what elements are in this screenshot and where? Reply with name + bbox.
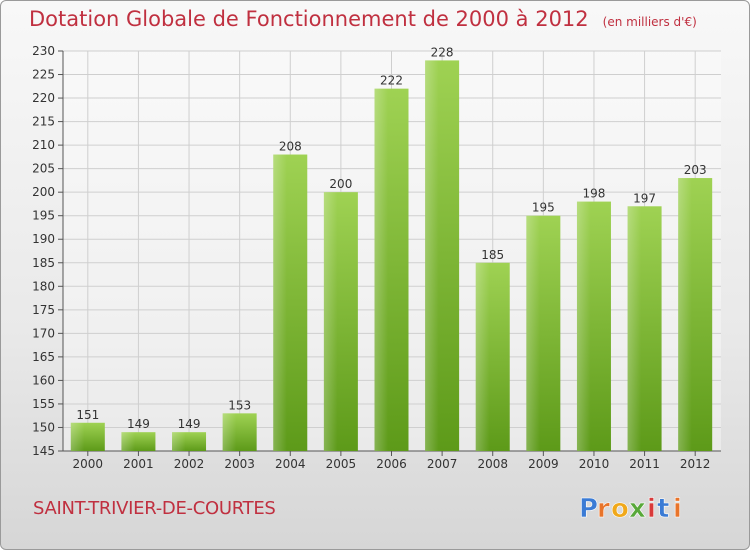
x-tick-label: 2000	[73, 457, 104, 471]
y-tick-label: 210	[32, 138, 55, 152]
y-tick-label: 185	[32, 256, 55, 270]
x-tick-label: 2003	[224, 457, 255, 471]
bar-highlight	[323, 192, 358, 452]
y-tick-label: 180	[32, 279, 55, 293]
x-tick-label: 2001	[123, 457, 154, 471]
bar-highlight	[121, 432, 156, 451]
bar-highlight	[678, 178, 713, 451]
bar-highlight	[526, 215, 561, 451]
commune-name: SAINT-TRIVIER-DE-COURTES	[33, 498, 276, 519]
proxiti-logo: Pr o x i t i	[579, 494, 682, 525]
bar-highlight	[425, 60, 460, 451]
value-label: 198	[583, 187, 606, 201]
bar-highlight	[627, 206, 662, 451]
x-tick-label: 2008	[477, 457, 508, 471]
y-tick-label: 230	[32, 44, 55, 58]
x-tick-label: 2005	[326, 457, 357, 471]
x-tick-label: 2002	[174, 457, 205, 471]
logo-letter: i	[673, 494, 682, 524]
x-tick-label: 2004	[275, 457, 306, 471]
y-tick-label: 170	[32, 326, 55, 340]
value-label: 151	[76, 408, 99, 422]
x-tick-label: 2011	[629, 457, 660, 471]
y-tick-label: 160	[32, 373, 55, 387]
y-tick-label: 215	[32, 115, 55, 129]
y-tick-label: 195	[32, 209, 55, 223]
value-label: 149	[178, 417, 201, 431]
value-label: 200	[329, 177, 352, 191]
y-tick-label: 220	[32, 91, 55, 105]
y-tick-label: 150	[32, 420, 55, 434]
logo-letter: P	[579, 494, 598, 524]
y-tick-label: 225	[32, 68, 55, 82]
bar-highlight	[576, 201, 611, 451]
bar-highlight	[172, 432, 207, 451]
value-label: 197	[633, 191, 656, 205]
value-label: 203	[684, 163, 707, 177]
value-label: 222	[380, 74, 403, 88]
logo-letter: x	[629, 494, 646, 524]
chart-title: Dotation Globale de Fonctionnement de 20…	[29, 7, 697, 31]
x-tick-label: 2012	[680, 457, 711, 471]
value-label: 208	[279, 140, 302, 154]
value-label: 228	[431, 45, 454, 59]
y-tick-label: 205	[32, 162, 55, 176]
x-tick-label: 2006	[376, 457, 407, 471]
bar-highlight	[222, 413, 257, 451]
bar-highlight	[475, 262, 510, 451]
x-tick-label: 2010	[579, 457, 610, 471]
value-label: 149	[127, 417, 150, 431]
y-tick-label: 200	[32, 185, 55, 199]
logo-letter: r	[597, 494, 610, 524]
y-tick-label: 155	[32, 397, 55, 411]
x-tick-label: 2007	[427, 457, 458, 471]
value-label: 195	[532, 201, 555, 215]
y-tick-label: 175	[32, 303, 55, 317]
logo-letter: o	[611, 494, 629, 524]
value-label: 185	[481, 248, 504, 262]
value-label: 153	[228, 398, 251, 412]
logo-letter: i	[647, 494, 656, 524]
chart-subtitle: (en milliers d'€)	[602, 15, 697, 29]
bar-highlight	[273, 154, 308, 451]
x-tick-label: 2009	[528, 457, 559, 471]
bar-highlight	[70, 422, 105, 451]
bar-highlight	[374, 88, 409, 451]
y-tick-label: 165	[32, 350, 55, 364]
logo-letter: t	[657, 494, 669, 524]
y-tick-label: 145	[32, 444, 55, 458]
y-tick-label: 190	[32, 232, 55, 246]
